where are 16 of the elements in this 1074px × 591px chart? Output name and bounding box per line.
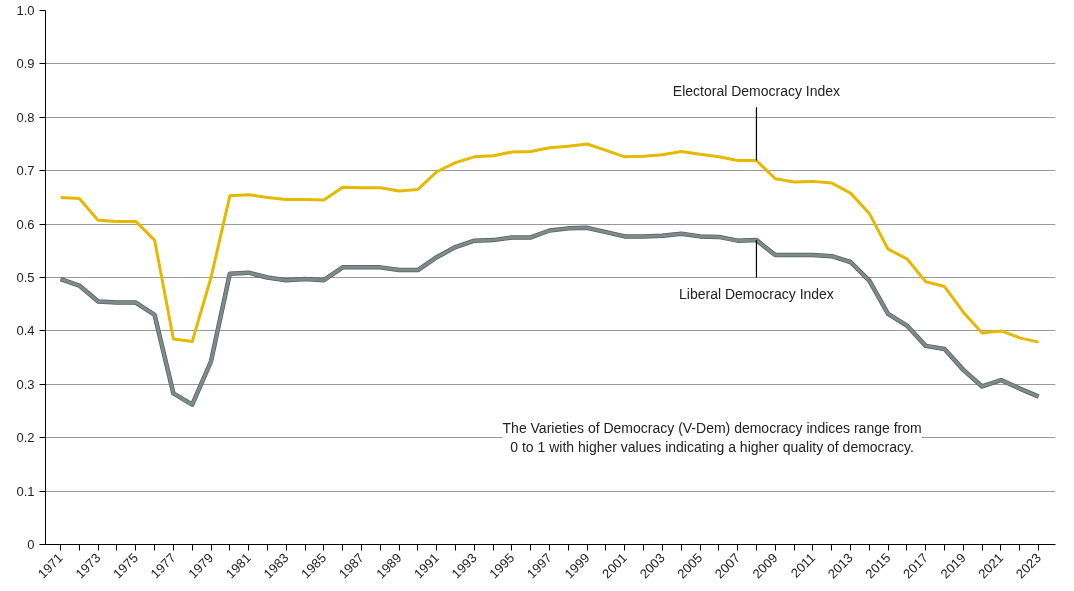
y-tick-label: 0.1	[16, 483, 35, 499]
annotation: Liberal Democracy Index	[679, 285, 834, 302]
y-tick-label: 0.8	[16, 109, 35, 125]
y-tick-label: 0.5	[16, 270, 35, 285]
y-tick-label: 0.6	[16, 216, 35, 232]
y-tick-label: 0	[27, 537, 35, 552]
line-series	[59, 142, 1041, 344]
y-tick-label: 0.9	[16, 56, 35, 72]
y-tick-label: 1.0	[16, 3, 35, 18]
y-tick-label: 0.3	[16, 376, 35, 392]
annotation: The Varieties of Democracy (V-Dem) democracy indices range from 0 to 1 with higher values indicating a higher quality of democracy.	[502, 420, 922, 456]
line-series	[58, 225, 1041, 407]
y-tick-label: 0.7	[16, 163, 35, 179]
annotation: Electoral Democracy Index	[672, 83, 841, 100]
y-tick-label: 0.4	[16, 323, 35, 339]
y-tick-label: 0.2	[16, 430, 35, 446]
